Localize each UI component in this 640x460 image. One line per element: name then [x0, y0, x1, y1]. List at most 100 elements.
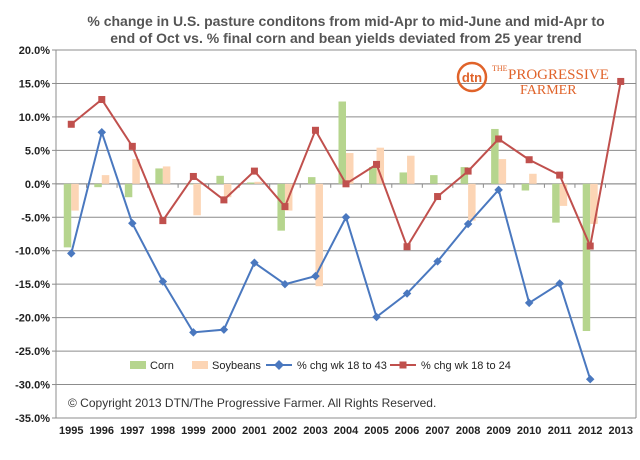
legend-swatch-soybeans [192, 361, 208, 369]
x-tick-label: 2006 [395, 425, 419, 437]
bar-corn [582, 183, 591, 332]
x-tick-label: 1999 [181, 425, 205, 437]
x-axis-ticks: 1995 1996 1997 1998 1999 2000 2001 2002 2003 2004… [59, 425, 633, 437]
bar-soybeans [162, 166, 171, 184]
point-wk-18-24 [556, 171, 564, 179]
point-wk-18-43 [97, 128, 107, 137]
series-line-wk-18-43 [70, 128, 592, 380]
point-wk-18-24 [373, 160, 381, 168]
point-wk-18-24 [525, 156, 533, 164]
bar-soybeans [407, 155, 415, 184]
point-wk-18-24 [250, 167, 258, 175]
bar-soybeans [376, 147, 385, 184]
x-tick-label: 1997 [120, 425, 144, 437]
bar-soybeans [254, 181, 262, 184]
bar-soybeans [101, 175, 110, 184]
bar-corn [521, 183, 530, 191]
point-wk-18-24 [67, 120, 75, 128]
bar-soybeans [498, 159, 507, 184]
y-tick-label: -25.0% [15, 346, 50, 358]
x-tick-label: 2004 [334, 425, 359, 437]
x-tick-label: 2010 [517, 425, 541, 437]
x-tick-label: 2001 [242, 425, 266, 437]
bar-corn [399, 172, 408, 184]
bar-corn [246, 182, 255, 184]
x-tick-label: 2011 [548, 425, 572, 437]
bar-corn [430, 175, 438, 184]
point-wk-18-24 [342, 180, 350, 188]
point-wk-18-43 [402, 289, 412, 298]
bar-corn [307, 177, 316, 184]
y-tick-label: 10.0% [19, 112, 50, 124]
point-wk-18-24 [403, 243, 411, 251]
x-tick-label: 2000 [212, 425, 236, 437]
bar-corn [216, 175, 224, 184]
bar-corn [552, 183, 560, 223]
legend-marker-square [399, 361, 407, 369]
logo-farmer: FARMER [520, 83, 577, 98]
x-tick-label: 2008 [456, 425, 480, 437]
bar-soybeans [223, 183, 232, 198]
bar-corn [63, 183, 72, 248]
bar-corn [185, 183, 194, 185]
y-tick-label: -15.0% [15, 279, 50, 291]
logo-progressive: PROGRESSIVE [508, 67, 609, 83]
dtn-progressive-farmer-logo: dtn THE PROGRESSIVE FARMER [456, 61, 609, 98]
point-wk-18-43 [280, 279, 290, 289]
legend-label-wk-18-24: % chg wk 18 to 24 [421, 360, 511, 372]
bar-corn [338, 101, 346, 184]
bar-soybeans [468, 183, 476, 221]
point-wk-18-24 [434, 193, 442, 201]
point-wk-18-43 [433, 257, 442, 266]
bar-soybeans [132, 159, 140, 184]
y-tick-label: 0.0% [25, 179, 50, 191]
bar-soybeans [590, 183, 598, 224]
x-tick-label: 2012 [578, 425, 602, 437]
logo-dtn: dtn [462, 70, 482, 85]
point-wk-18-24 [586, 242, 594, 250]
point-wk-18-43 [585, 374, 595, 384]
x-tick-label: 2005 [364, 425, 388, 437]
bar-series [63, 101, 598, 332]
logo-circle [456, 61, 488, 93]
point-wk-18-24 [311, 126, 319, 134]
x-tick-label: 1995 [59, 425, 83, 437]
point-wk-18-43 [128, 219, 137, 228]
x-tick-label: 2007 [425, 425, 449, 437]
bar-soybeans [193, 183, 201, 216]
y-tick-label: 20.0% [19, 45, 50, 57]
logo-the: THE [492, 64, 508, 73]
point-wk-18-43 [189, 328, 198, 337]
y-tick-label: 15.0% [19, 78, 50, 90]
x-tick-label: 1996 [90, 425, 114, 437]
x-tick-label: 1998 [151, 425, 175, 437]
y-tick-label: -20.0% [15, 313, 50, 325]
legend: Corn Soybeans % chg wk 18 to 43 % chg wk… [130, 360, 511, 372]
y-tick-label: -35.0% [15, 413, 50, 425]
chart-title-line-1: % change in U.S. pasture conditons from … [87, 13, 604, 29]
point-wk-18-43 [463, 219, 473, 229]
point-wk-18-24 [159, 217, 167, 225]
bar-corn [277, 183, 285, 231]
point-wk-18-24 [98, 96, 106, 104]
copyright-text: © Copyright 2013 DTN/The Progressive Far… [68, 396, 436, 410]
legend-marker-diamond [274, 360, 284, 370]
x-tick-label: 2003 [303, 425, 327, 437]
point-wk-18-43 [524, 298, 534, 308]
bar-corn [491, 128, 499, 184]
y-tick-label: -30.0% [15, 380, 50, 392]
y-axis-ticks: -35.0% -30.0% -25.0% -20.0% -15.0% -10.0% -5.0… [15, 45, 50, 425]
bar-soybeans [315, 183, 323, 287]
legend-label-soybeans: Soybeans [212, 360, 261, 372]
point-wk-18-43 [219, 325, 229, 334]
point-wk-18-43 [555, 279, 564, 288]
point-wk-18-24 [281, 203, 289, 211]
point-wk-18-43 [250, 258, 259, 268]
point-wk-18-43 [372, 312, 381, 322]
legend-swatch-corn [130, 361, 146, 369]
x-tick-label: 2009 [486, 425, 510, 437]
bar-soybeans [71, 183, 79, 211]
x-tick-label: 2013 [608, 425, 632, 437]
point-wk-18-24 [464, 167, 472, 175]
